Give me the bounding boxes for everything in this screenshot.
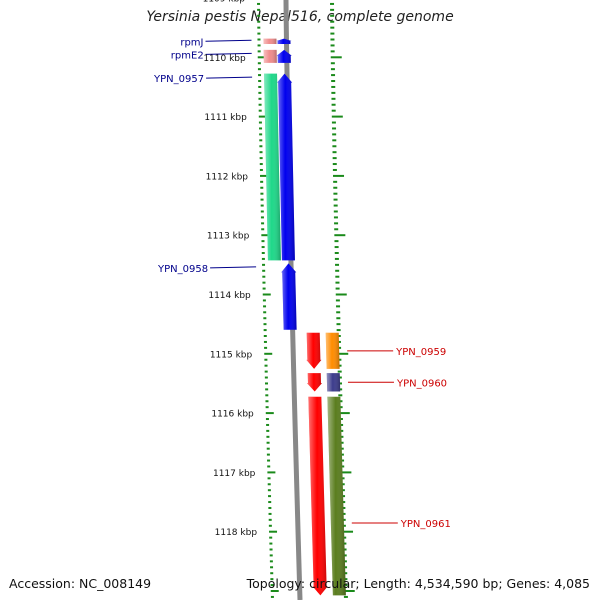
- kbp-tick-label: 1118 kbp: [215, 528, 258, 538]
- kbp-axis-labels: 1109 kbp 1110 kbp 1111 kbp 1112 kbp 1113 kbp…: [203, 0, 258, 538]
- kbp-tick-label: 1115 kbp: [210, 350, 253, 360]
- gene-YPN_0959-rna-track-shading: [325, 332, 340, 369]
- gene-YPN_0957-cds-arrow-shading: [277, 73, 295, 261]
- kbp-tick-label: 1116 kbp: [211, 410, 254, 420]
- accession-text: Accession: NC_008149: [9, 576, 152, 591]
- gene-rpmJ-rna-track-shading: [263, 38, 277, 44]
- gene-YPN_0959-cds-arrow-shading: [306, 332, 322, 369]
- gene-YPN_0961-cds-arrow-shading: [308, 396, 328, 596]
- gene-rpmJ-cds-arrow-shading: [276, 38, 292, 44]
- gene-label-YPN_0960: YPN_0960: [396, 378, 447, 389]
- gene-YPN_0958-cds-arrow-shading: [281, 263, 297, 330]
- map-title: Yersinia pestis Nepal516, complete genom…: [146, 9, 454, 25]
- gene-features: [263, 38, 346, 596]
- kbp-tick-label: 1110 kbp: [203, 54, 246, 64]
- gene-label-YPN_0961: YPN_0961: [400, 519, 451, 530]
- leader-line-rpmJ: [205, 39, 252, 42]
- gene-label-rpmE2: rpmE2: [171, 50, 204, 61]
- leader-line-YPN_0958: [210, 266, 257, 269]
- gene-label-YPN_0958: YPN_0958: [157, 264, 208, 275]
- leader-line-rpmE2: [205, 52, 252, 55]
- gene-YPN_0960-rna-track-shading: [326, 373, 341, 392]
- kbp-tick-label: 1111 kbp: [204, 113, 247, 123]
- gene-label-YPN_0957: YPN_0957: [153, 74, 204, 85]
- kbp-tick-label: 1117 kbp: [213, 469, 256, 479]
- leader-line-YPN_0957: [206, 76, 253, 79]
- tick-marks-left: [257, 2, 279, 598]
- gene-label-rpmJ: rpmJ: [180, 37, 203, 48]
- gene-YPN_0960-cds-arrow-shading: [306, 373, 322, 392]
- genome-summary-text: Topology: circular; Length: 4,534,590 bp…: [246, 576, 590, 591]
- kbp-tick-label: 1113 kbp: [207, 232, 250, 242]
- gene-rpmE2-rna-track-shading: [263, 49, 277, 63]
- gene-label-YPN_0959: YPN_0959: [395, 347, 446, 358]
- kbp-tick-label: 1114 kbp: [208, 291, 251, 301]
- kbp-tick-label: 1112 kbp: [206, 172, 249, 182]
- gene-labels: rpmJ rpmE2 YPN_0957 YPN_0958 YPN_0959 YPN_096…: [153, 37, 451, 530]
- kbp-tick-label: 1109 kbp: [203, 0, 246, 5]
- gene-rpmE2-cds-arrow-shading: [276, 49, 292, 63]
- gene-YPN_0957-rna-track-shading: [264, 73, 281, 261]
- gene-YPN_0961-rna-track-shading: [327, 396, 346, 596]
